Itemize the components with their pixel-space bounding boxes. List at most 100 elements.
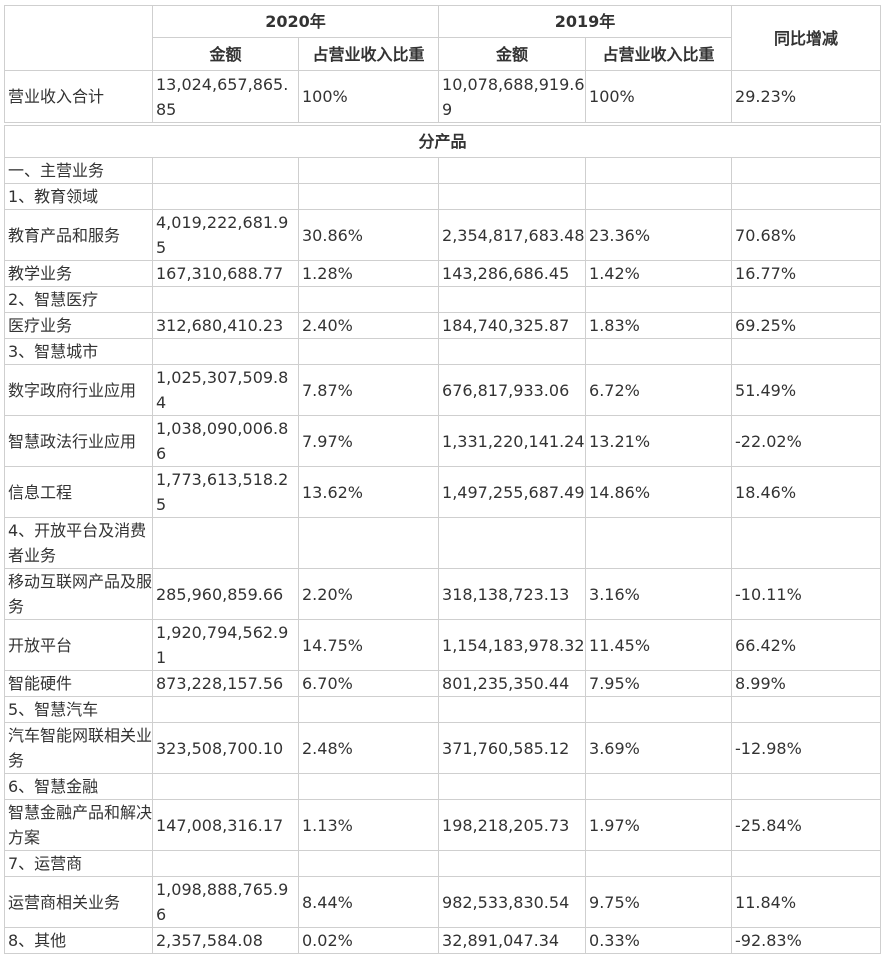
cell-label: 汽车智能网联相关业务 [4, 722, 153, 774]
table-row: 汽车智能网联相关业务 323,508,700.10 2.48% 371,760,585… [4, 722, 882, 774]
cell-ratio-2020: 13.62% [297, 466, 440, 518]
cell-ratio-2020 [297, 517, 440, 569]
cell-amount-2019: 801,235,350.44 [438, 670, 587, 697]
cell-ratio-2020: 2.40% [297, 312, 440, 339]
cell-ratio-2020: 6.70% [297, 670, 440, 697]
cell-yoy [731, 338, 882, 365]
table-row: 智慧政法行业应用 1,038,090,006.86 7.97% 1,331,220,1… [4, 415, 882, 467]
cell-amount-2020: 312,680,410.23 [152, 312, 299, 339]
cell-amount-2020 [152, 157, 299, 184]
cell-ratio-2019 [585, 517, 733, 569]
table-row: 4、开放平台及消费 者业务 [4, 517, 882, 569]
revenue-table: 2020年 2019年 同比增减 金额 占营业收入比重 金额 占营业收入比重 营… [3, 5, 882, 954]
cell-ratio-2020 [297, 773, 440, 800]
cell-ratio-2020: 8.44% [297, 876, 440, 928]
cell-amount-2020: 1,025,307,509.84 [152, 364, 299, 416]
table-row: 数字政府行业应用 1,025,307,509.84 7.87% 676,817,933… [4, 364, 882, 416]
cell-ratio-2020: 14.75% [297, 619, 440, 671]
cell-amount-2020: 2,357,584.08 [152, 927, 299, 954]
cell-amount-2019 [438, 696, 587, 723]
cell-amount-2019: 676,817,933.06 [438, 364, 587, 416]
cell-ratio-2019: 14.86% [585, 466, 733, 518]
cell-amount-2020 [152, 338, 299, 365]
cell-ratio-2019 [585, 773, 733, 800]
cell-ratio-2019: 0.33% [585, 927, 733, 954]
cell-ratio-2020: 1.28% [297, 260, 440, 287]
cell-ratio-2019: 3.16% [585, 568, 733, 620]
cell-yoy: 70.68% [731, 209, 882, 261]
cell-label: 2、智慧医疗 [4, 286, 153, 313]
cell-ratio-2019: 11.45% [585, 619, 733, 671]
cell-ratio-2020: 30.86% [297, 209, 440, 261]
cell-label: 开放平台 [4, 619, 153, 671]
table-row: 教学业务 167,310,688.77 1.28% 143,286,686.45 1.4… [4, 260, 882, 287]
cell-yoy: -92.83% [731, 927, 882, 954]
cell-yoy [731, 696, 882, 723]
cell-yoy: -10.11% [731, 568, 882, 620]
cell-yoy: 66.42% [731, 619, 882, 671]
cell-amount-2019 [438, 286, 587, 313]
cell-ratio-2019: 1.97% [585, 799, 733, 851]
cell-amount-2020: 1,920,794,562.91 [152, 619, 299, 671]
cell-label: 移动互联网产品及服务 [4, 568, 153, 620]
cell-label: 智慧金融产品和解决方案 [4, 799, 153, 851]
section-title: 分产品 [3, 125, 882, 158]
table-row: 智慧金融产品和解决方案 147,008,316.17 1.13% 198,218,20… [4, 799, 882, 851]
cell-yoy: 11.84% [731, 876, 882, 928]
cell-yoy: -22.02% [731, 415, 882, 467]
cell-ratio-2019 [585, 157, 733, 184]
table-row: 信息工程 1,773,613,518.25 13.62% 1,497,255,687.… [4, 466, 882, 518]
cell-yoy [731, 183, 882, 210]
cell-label: 信息工程 [4, 466, 153, 518]
table-row: 移动互联网产品及服务 285,960,859.66 2.20% 318,138,723… [4, 568, 882, 620]
cell-ratio-2020 [297, 696, 440, 723]
cell-ratio-2020: 2.48% [297, 722, 440, 774]
table-row: 一、主营业务 [4, 157, 882, 184]
table-row: 医疗业务 312,680,410.23 2.40% 184,740,325.87 1.8… [4, 312, 882, 339]
cell-amount-2020: 1,038,090,006.86 [152, 415, 299, 467]
cell-label: 数字政府行业应用 [4, 364, 153, 416]
table-row: 2、智慧医疗 [4, 286, 882, 313]
cell-amount-2019: 198,218,205.73 [438, 799, 587, 851]
cell-yoy [731, 157, 882, 184]
cell-yoy: 51.49% [731, 364, 882, 416]
cell-amount-2019 [438, 773, 587, 800]
table-row: 3、智慧城市 [4, 338, 882, 365]
cell-amount-2019: 1,497,255,687.49 [438, 466, 587, 518]
year-2020-header: 2020年 [151, 5, 440, 38]
amount-2020-header: 金额 [152, 37, 299, 71]
corner-cell [4, 5, 153, 71]
cell-amount-2019: 184,740,325.87 [438, 312, 587, 339]
cell-amount-2019: 371,760,585.12 [438, 722, 587, 774]
cell-label: 3、智慧城市 [4, 338, 153, 365]
cell-ratio-2019 [585, 850, 733, 877]
year-2019-header: 2019年 [438, 5, 733, 38]
ratio-2019-header: 占营业收入比重 [585, 37, 733, 71]
cell-yoy [731, 286, 882, 313]
total-yoy: 29.23% [731, 70, 882, 123]
table-row: 7、运营商 [4, 850, 882, 877]
cell-amount-2020: 285,960,859.66 [152, 568, 299, 620]
cell-amount-2019 [438, 338, 587, 365]
table-row: 6、智慧金融 [4, 773, 882, 800]
total-ratio-2019: 100% [585, 70, 733, 123]
cell-amount-2019 [438, 517, 587, 569]
cell-label: 一、主营业务 [4, 157, 153, 184]
cell-amount-2019 [438, 157, 587, 184]
table-row: 智能硬件 873,228,157.56 6.70% 801,235,350.44 7.9… [4, 670, 882, 697]
cell-amount-2020 [152, 773, 299, 800]
cell-amount-2020 [152, 517, 299, 569]
cell-ratio-2020: 7.87% [297, 364, 440, 416]
cell-yoy [731, 517, 882, 569]
cell-yoy: 16.77% [731, 260, 882, 287]
cell-amount-2019: 318,138,723.13 [438, 568, 587, 620]
cell-amount-2020: 1,773,613,518.25 [152, 466, 299, 518]
cell-amount-2019: 982,533,830.54 [438, 876, 587, 928]
cell-ratio-2020 [297, 286, 440, 313]
cell-yoy: 18.46% [731, 466, 882, 518]
cell-amount-2019: 1,154,183,978.32 [438, 619, 587, 671]
cell-ratio-2019: 9.75% [585, 876, 733, 928]
cell-ratio-2020: 7.97% [297, 415, 440, 467]
cell-ratio-2019 [585, 183, 733, 210]
cell-yoy: -25.84% [731, 799, 882, 851]
